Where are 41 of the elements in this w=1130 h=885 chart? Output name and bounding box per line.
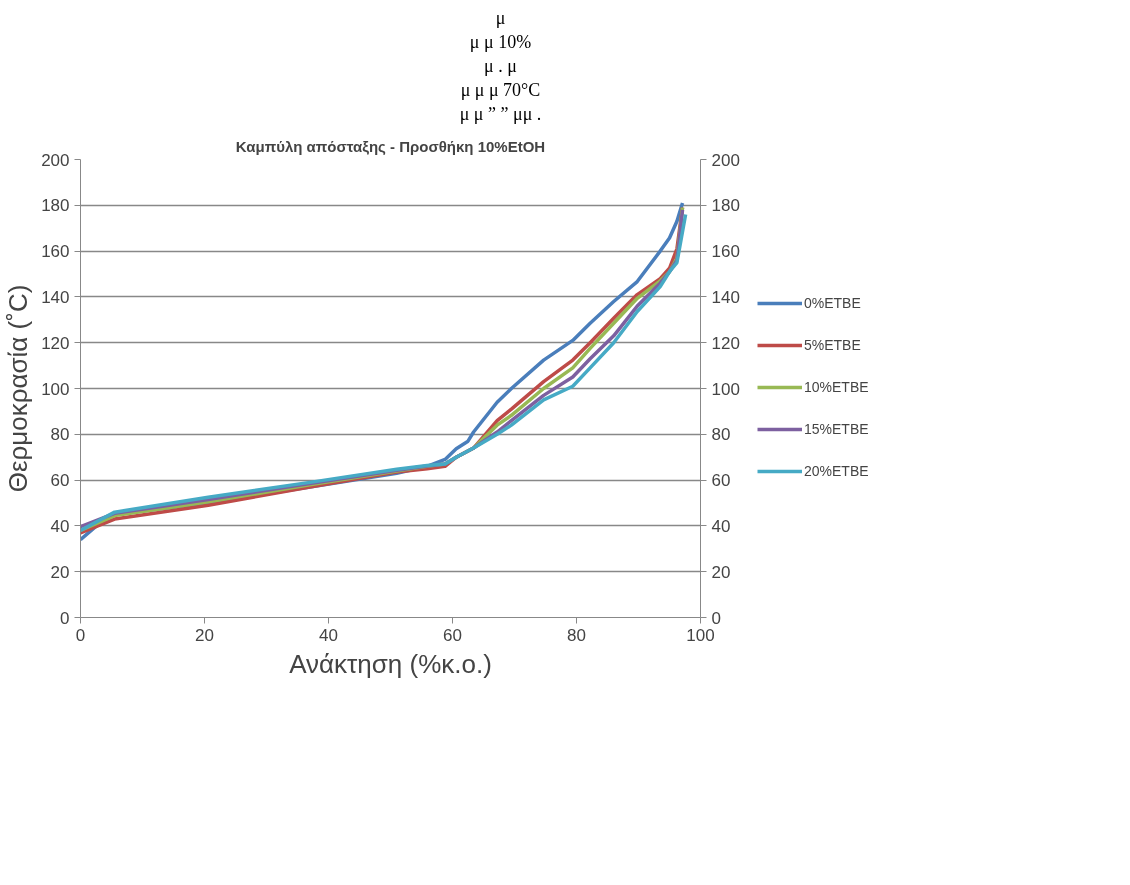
y-tick-label: 180 [41, 196, 70, 216]
x-tick-label: 40 [319, 625, 338, 645]
text: μ . μ [484, 55, 517, 76]
y-tick-label: 60 [50, 471, 70, 491]
y-tick-label: 160 [41, 242, 70, 262]
y-tick-label: 120 [41, 333, 70, 353]
y2-tick-label: 60 [711, 471, 731, 491]
legend-label: 5%ETBE [804, 336, 861, 353]
text: μ μ μ 70°C [460, 79, 541, 100]
y-tick-label: 200 [41, 150, 70, 170]
y-tick-label: 100 [41, 379, 70, 399]
x-tick-label: 60 [443, 625, 462, 645]
y-tick-label: 0 [60, 608, 70, 628]
y2-tick-label: 200 [711, 150, 740, 170]
y2-tick-label: 100 [711, 379, 740, 399]
y2-tick-label: 20 [711, 562, 731, 582]
y2-tick-label: 0 [711, 608, 721, 628]
y2-tick-label: 40 [711, 516, 731, 536]
x-tick-label: 100 [686, 625, 715, 645]
x-tick-label: 0 [75, 625, 86, 645]
y2-tick-label: 180 [711, 196, 740, 216]
y2-tick-label: 80 [711, 425, 731, 445]
y2-tick-label: 160 [711, 242, 740, 262]
y-axis-title: Θερμοκρασία (˚C) [3, 284, 34, 493]
y-tick-label: 20 [50, 562, 70, 582]
x-axis-title: Ανάκτηση (%κ.ο.) [289, 648, 492, 679]
y-tick-label: 80 [50, 425, 70, 445]
x-tick-label: 20 [195, 625, 214, 645]
y2-tick-label: 120 [711, 333, 740, 353]
y-tick-label: 140 [41, 287, 70, 307]
text: μ μ ” ” μμ . [459, 103, 542, 124]
legend-label: 20%ETBE [804, 462, 869, 479]
chart-title: Καμπύλη απόσταξης - Προσθήκη 10%EtOH [235, 137, 546, 155]
text: μ [495, 7, 506, 28]
legend-label: 15%ETBE [804, 420, 869, 437]
y2-tick-label: 140 [711, 287, 740, 307]
x-tick-label: 80 [567, 625, 586, 645]
legend-label: 0%ETBE [804, 294, 861, 311]
text: μ μ 10% [469, 31, 532, 52]
legend-label: 10%ETBE [804, 378, 869, 395]
y-tick-label: 40 [50, 516, 70, 536]
